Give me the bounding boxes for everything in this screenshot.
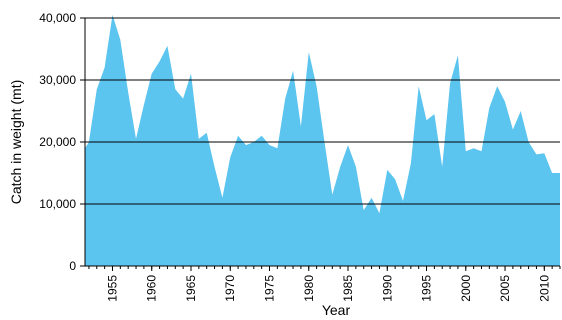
y-axis-ticks: 0 10,000 20,000 30,000 40,000 — [39, 11, 85, 273]
x-tick-label: 2010 — [537, 275, 551, 302]
x-tick-label: 1975 — [263, 275, 277, 302]
y-tick-label: 40,000 — [39, 11, 76, 25]
y-tick-label: 20,000 — [39, 135, 76, 149]
x-tick-label: 1995 — [420, 275, 434, 302]
x-tick-label: 2005 — [498, 275, 512, 302]
x-tick-label: 1960 — [145, 275, 159, 302]
x-axis-ticks: 1955 1960 1965 1970 1975 1980 1985 1990 1995 2000… — [88, 266, 561, 302]
y-tick-label: 0 — [69, 259, 76, 273]
y-tick-label: 30,000 — [39, 73, 76, 87]
x-tick-label: 1990 — [380, 275, 394, 302]
x-axis-title: Year — [322, 302, 351, 318]
x-tick-label: 1985 — [341, 275, 355, 302]
y-axis-title: Catch in weight (mt) — [8, 80, 24, 204]
y-gridlines — [85, 17, 560, 205]
x-tick-label: 1955 — [105, 275, 119, 302]
y-tick-label: 10,000 — [39, 197, 76, 211]
x-tick-label: 2000 — [459, 275, 473, 302]
x-tick-label: 1980 — [302, 275, 316, 302]
catch-area — [85, 14, 560, 267]
x-tick-label: 1970 — [223, 275, 237, 302]
x-tick-label: 1965 — [184, 275, 198, 302]
